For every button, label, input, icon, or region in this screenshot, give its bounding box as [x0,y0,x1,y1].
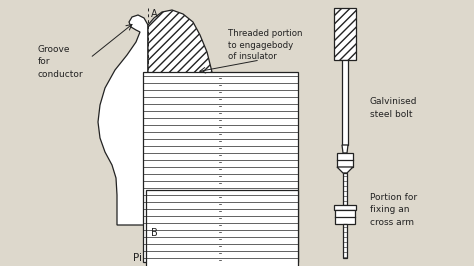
Text: Portion for
fixing an
cross arm: Portion for fixing an cross arm [370,193,417,227]
Polygon shape [98,15,148,225]
Text: A: A [151,9,158,19]
Text: Pin insulator: Pin insulator [133,253,198,263]
Polygon shape [343,173,347,205]
Polygon shape [148,10,215,225]
Polygon shape [342,145,348,153]
Polygon shape [335,210,355,224]
Text: Groove
for
conductor: Groove for conductor [38,45,83,79]
Text: Threaded portion
to engagebody
of insulator: Threaded portion to engagebody of insula… [228,29,302,61]
Text: Galvinised
steel bolt: Galvinised steel bolt [370,97,418,119]
Polygon shape [143,72,298,262]
Polygon shape [146,190,298,266]
Polygon shape [337,153,353,167]
Polygon shape [342,60,348,145]
Polygon shape [343,224,347,258]
Polygon shape [337,167,353,173]
Polygon shape [334,205,356,210]
Polygon shape [334,8,356,60]
Text: B: B [151,228,158,238]
